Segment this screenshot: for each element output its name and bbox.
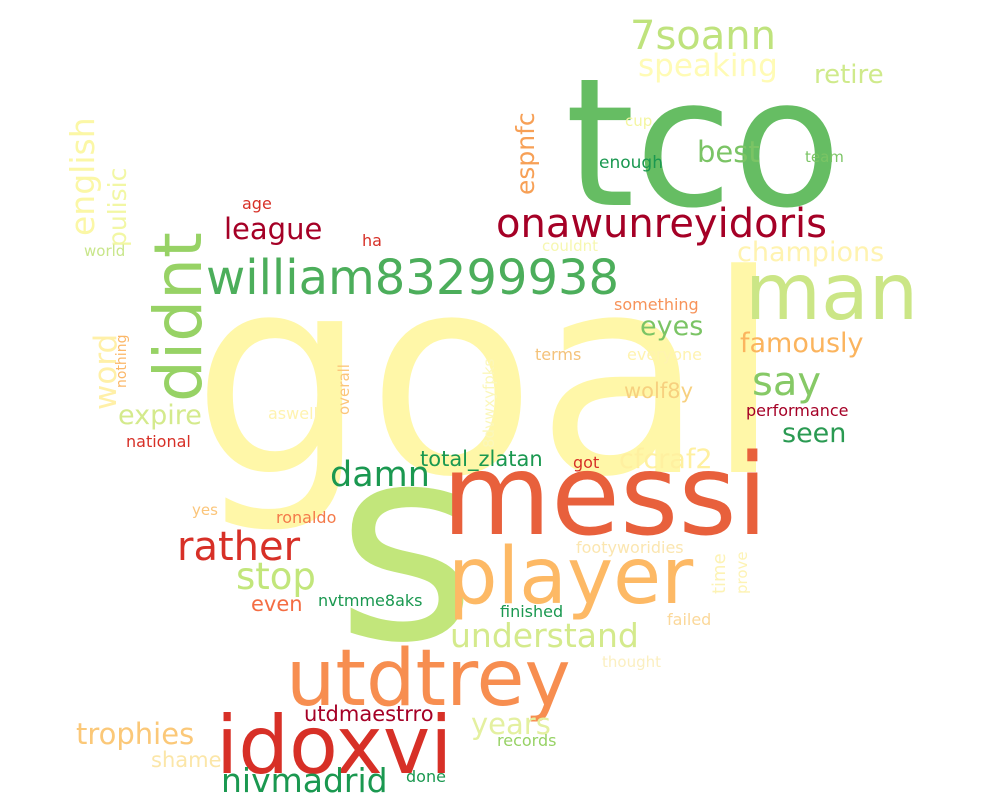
word-speaking: speaking [638,48,778,84]
word-7soann: 7soann [630,13,776,59]
word-famously: famously [740,328,864,359]
word-pulisic: pulisic [103,167,132,247]
word-stop: stop [236,555,316,598]
word-thought: thought [602,653,661,671]
word-terms: terms [535,345,582,364]
word-s: s [336,387,477,702]
word-say: say [752,359,822,405]
word-tco: tco [565,40,842,247]
word-ha: ha [362,231,382,250]
word-seen: seen [782,418,847,449]
word-finished: finished [500,602,564,621]
word-trophies: trophies [76,717,195,751]
word-player: player [448,532,694,622]
word-national: national [126,432,191,451]
word-retire: retire [814,60,884,90]
word-footyworidies: footyworidies [576,538,684,557]
word-8dvwxyfpks: 8dvwxyfpks [480,358,498,448]
word-done: done [406,767,446,786]
word-onawunreyidoris: onawunreyidoris [496,201,827,247]
word-performance: performance [746,401,849,420]
word-everyone: everyone [627,345,702,364]
word-age: age [242,194,272,213]
word-eyes: eyes [640,311,704,342]
word-failed: failed [667,610,712,629]
word-nothing: nothing [114,334,130,388]
word-something: something [614,295,699,314]
word-shame: shame [151,748,222,772]
word-goal: goal [192,217,782,538]
word-even: even [251,592,303,616]
word-man: man [745,248,919,338]
word-got: got [573,453,600,472]
word-damn: damn [330,455,430,495]
word-records: records [497,731,557,750]
word-english: english [63,117,102,236]
word-nvtmme8aks: nvtmme8aks [318,591,423,610]
word-cfcraf2: cfcraf2 [619,444,713,475]
word-william83299938: william83299938 [206,250,620,306]
word-ronaldo: ronaldo [276,508,337,527]
word-years: years [471,707,551,741]
word-couldnt: couldnt [542,237,599,255]
word-nivmadrid: nivmadrid [221,761,388,800]
word-best: best [697,135,760,169]
word-champions: champions [737,237,885,268]
word-league: league [224,212,323,246]
word-time: time [709,553,730,594]
word-aswell: aswell [268,404,318,423]
word-didnt: didnt [140,232,217,402]
word-cup: cup [625,112,653,130]
word-total_zlatan: total_zlatan [420,447,543,471]
word-espnfc: espnfc [511,112,540,195]
word-enough: enough [599,153,663,173]
word-rather: rather [177,524,301,570]
word-overall: overall [335,364,353,415]
word-messi: messi [442,431,768,561]
word-understand: understand [450,616,639,655]
word-idoxvi: idoxvi [216,699,453,792]
word-wolf8y: wolf8y [624,379,694,403]
word-yes: yes [192,501,218,519]
word-team: team [805,148,844,166]
word-utdtrey: utdtrey [286,634,571,724]
word-utdmaestrro: utdmaestrro [304,702,434,726]
word-prove: prove [733,551,751,594]
word-expire: expire [118,400,202,431]
word-world: world [84,242,126,260]
